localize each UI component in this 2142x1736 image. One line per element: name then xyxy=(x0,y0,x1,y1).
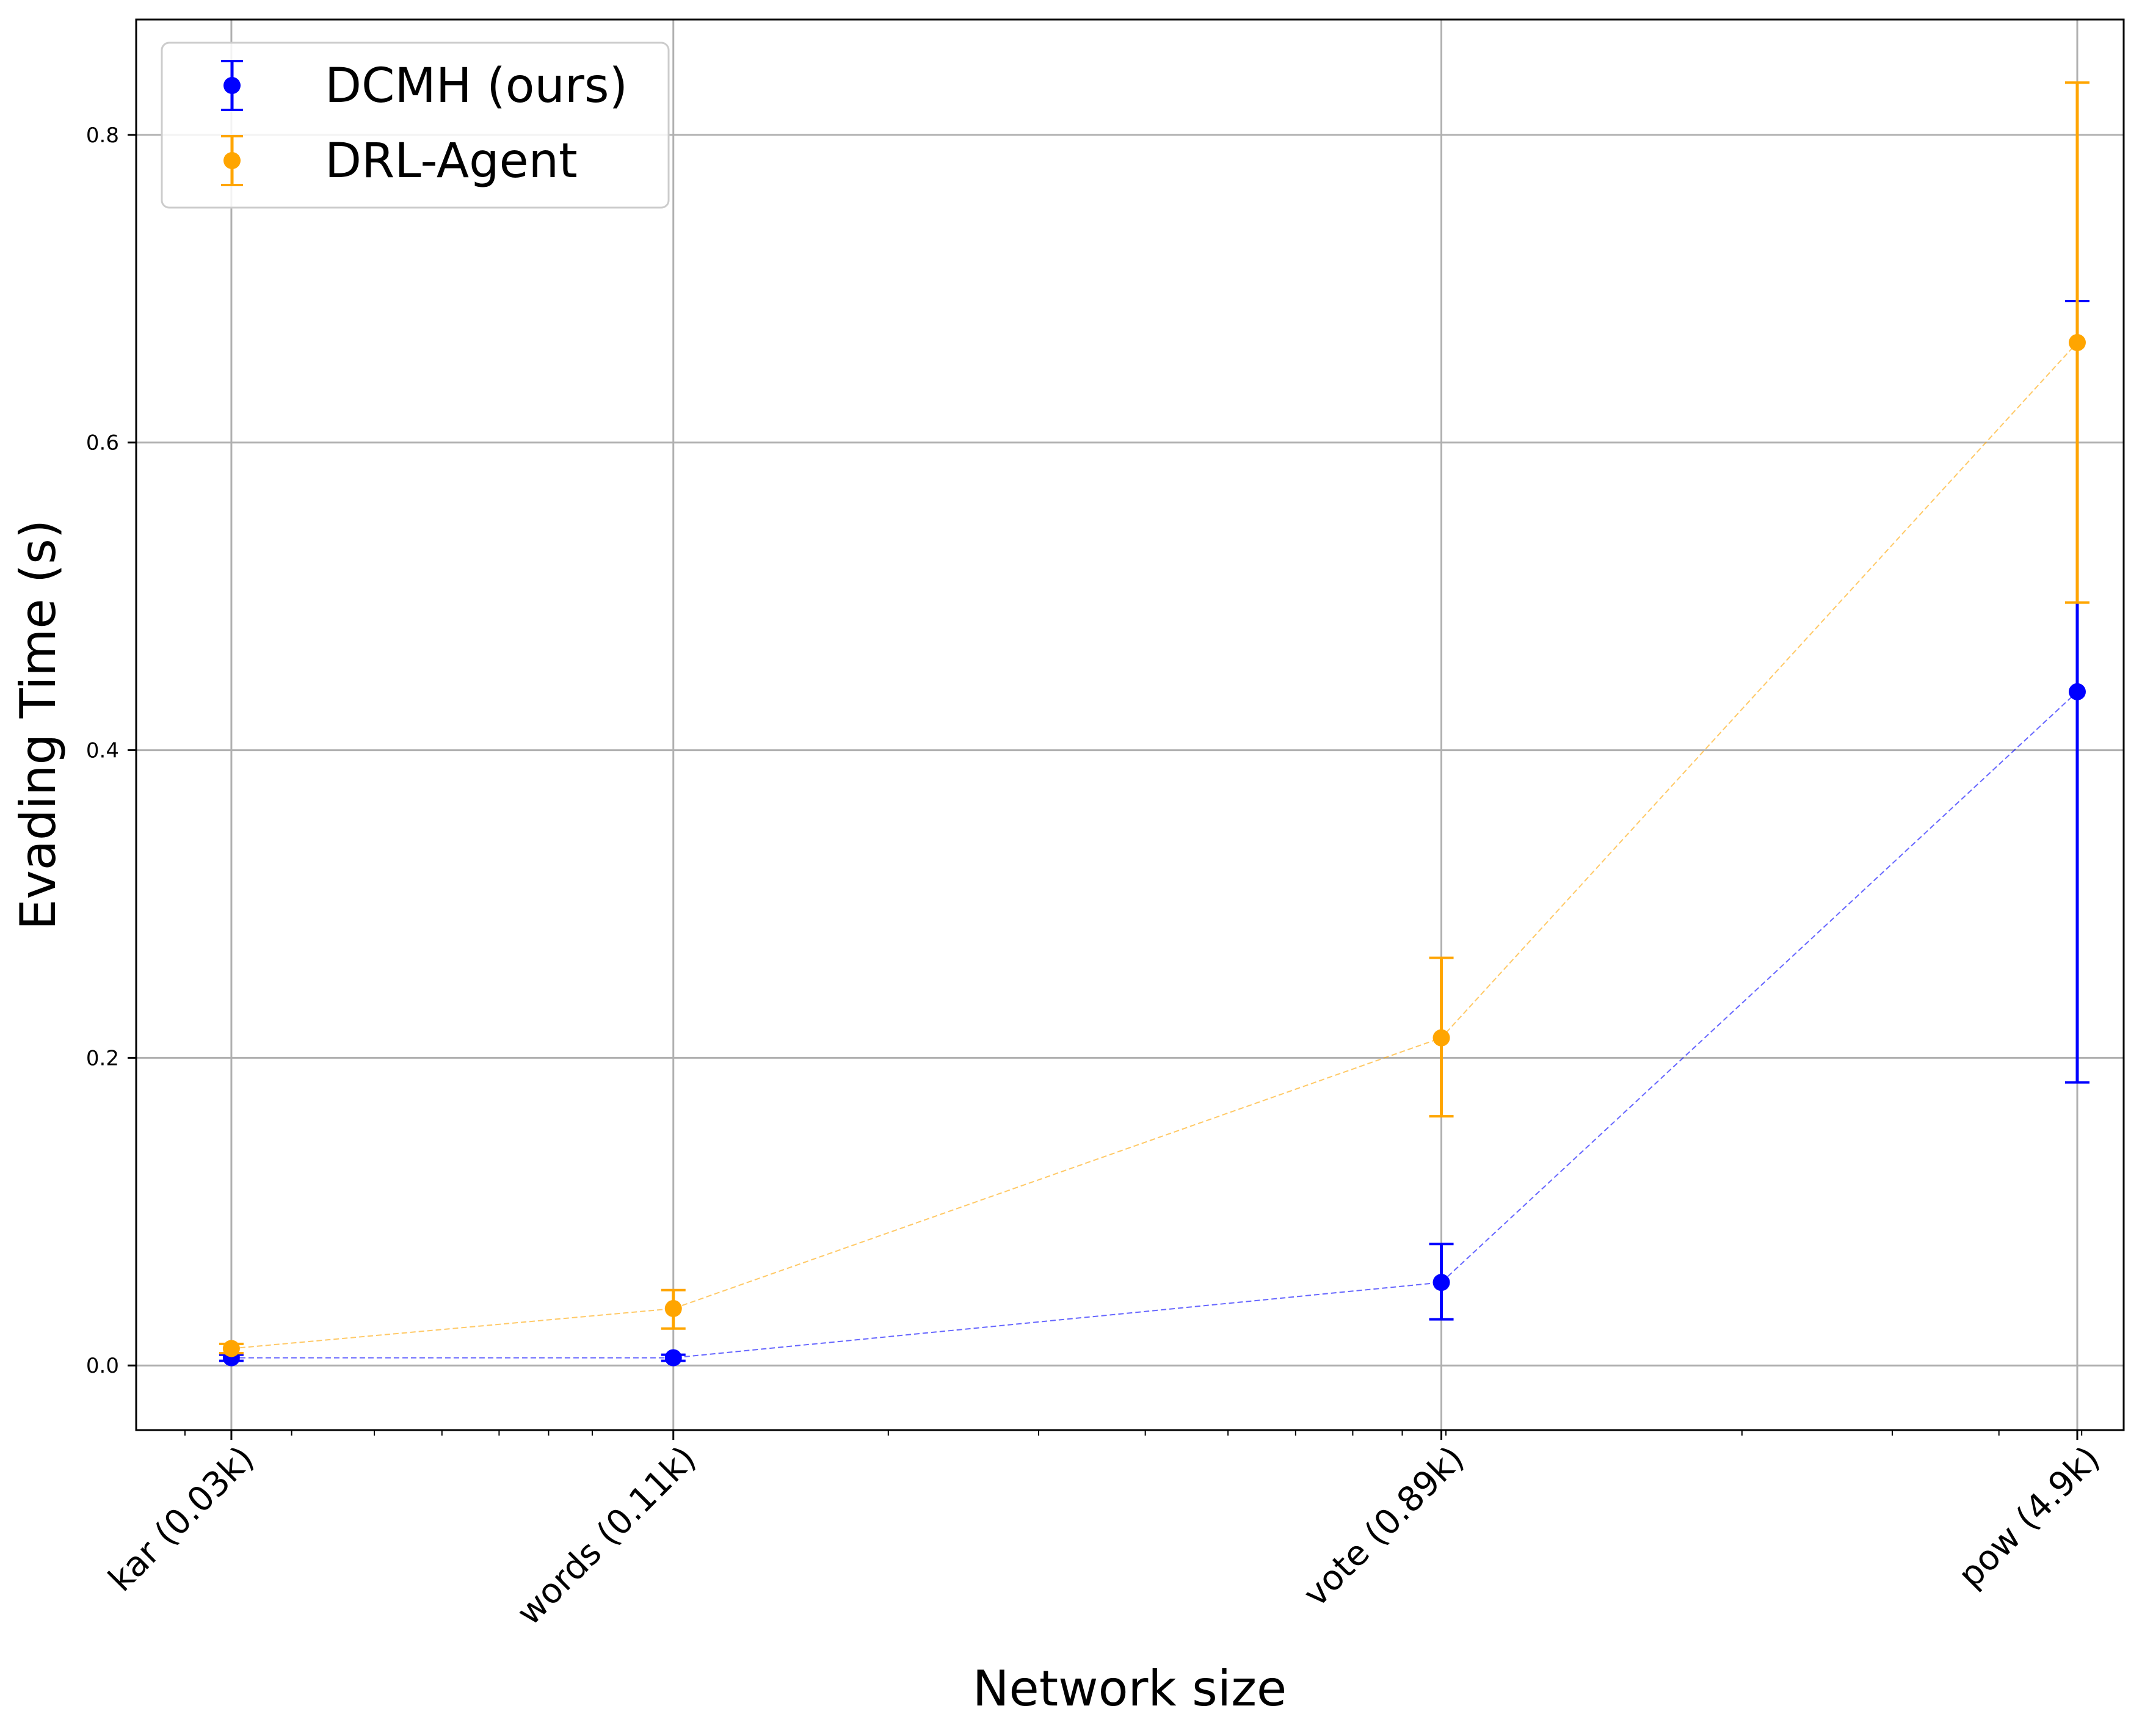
y-tick-label: 0.2 xyxy=(86,1046,119,1070)
legend-marker xyxy=(223,152,241,169)
plot-frame xyxy=(135,18,2125,1431)
data-point xyxy=(222,1340,240,1357)
y-tick-label: 0.4 xyxy=(86,739,119,763)
data-series xyxy=(219,81,2089,1367)
legend-label: DCMH (ours) xyxy=(325,59,628,114)
legend: DCMH (ours) DRL-Agent xyxy=(161,42,670,209)
y-tick-label: 0.8 xyxy=(86,123,119,148)
data-point xyxy=(2068,334,2086,352)
y-tick-label: 0.0 xyxy=(86,1354,119,1378)
data-point xyxy=(2068,683,2086,700)
data-point xyxy=(664,1349,682,1367)
legend-label: DRL-Agent xyxy=(325,134,578,189)
x-axis-label: Network size xyxy=(973,1660,1287,1717)
legend-marker xyxy=(223,77,241,94)
data-point xyxy=(664,1299,682,1317)
data-point xyxy=(1432,1029,1450,1047)
series-line xyxy=(231,342,2078,1349)
y-axis-label: Evading Time (s) xyxy=(10,520,67,930)
legend-box xyxy=(161,42,670,209)
y-tick-label: 0.6 xyxy=(86,431,119,456)
data-point xyxy=(1432,1274,1450,1291)
